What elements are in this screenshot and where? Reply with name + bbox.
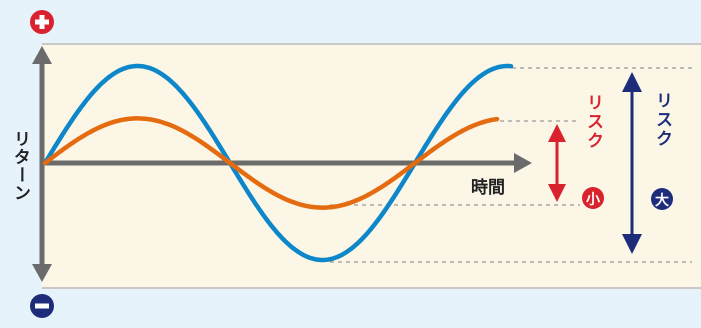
plus-sign-icon [30,10,54,34]
risk-small-arrow-down [548,184,566,202]
risk-large-arrow-down [622,234,642,254]
risk-large-arrow-up [622,72,642,92]
risk-small-arrow-up [548,124,566,142]
risk-small-badge-circle [582,187,604,209]
y-axis-arrow-up [32,46,52,64]
minus-sign-icon [30,294,54,318]
x-axis-arrow [514,153,532,173]
y-axis-arrow-down [32,264,52,282]
panel-background [42,44,701,288]
risk-large-badge: 大 [655,192,669,209]
risk-large-label: リスク [652,92,672,149]
x-axis-label: 時間 [471,177,505,198]
risk-small-label: リスク [583,94,603,151]
high-risk-curve [42,63,514,263]
low-risk-curve [42,116,500,210]
risk-small-badge: 小 [586,192,600,208]
y-axis-label: リターン [10,130,30,202]
risk-large-badge-circle [651,188,673,210]
